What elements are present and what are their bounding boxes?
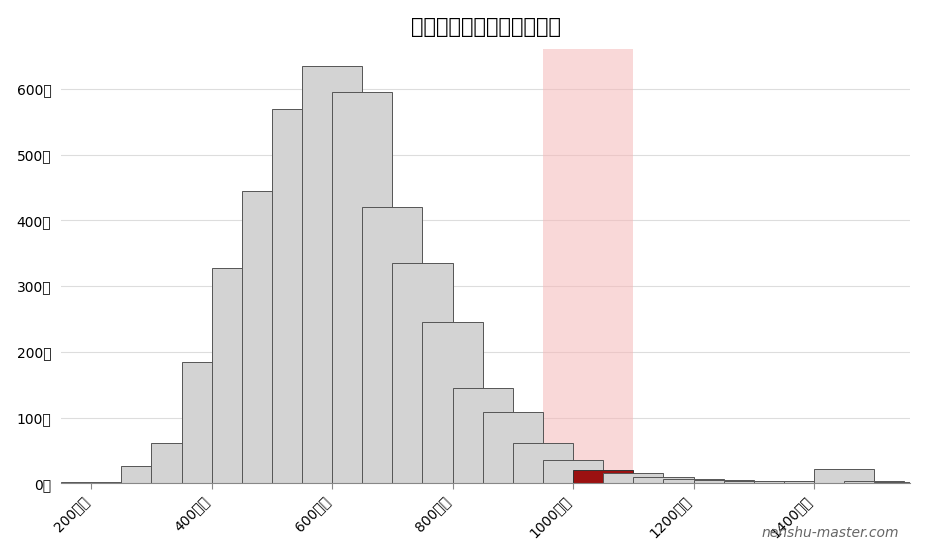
Bar — [543, 460, 603, 483]
Bar — [332, 92, 392, 483]
Bar — [423, 323, 483, 483]
Bar — [543, 50, 633, 483]
Bar — [724, 481, 784, 483]
Bar — [633, 477, 693, 483]
Bar — [392, 263, 452, 483]
Bar — [302, 66, 362, 483]
Bar — [272, 109, 332, 483]
Bar — [211, 268, 272, 483]
Bar — [151, 443, 211, 483]
Bar — [182, 361, 242, 483]
Bar — [693, 480, 754, 483]
Bar — [61, 482, 121, 483]
Bar — [573, 470, 633, 483]
Bar — [452, 388, 513, 483]
Bar — [362, 207, 423, 483]
Bar — [121, 466, 182, 483]
Bar — [242, 190, 302, 483]
Bar — [513, 443, 573, 483]
Bar — [664, 478, 724, 483]
Bar — [814, 469, 874, 483]
Bar — [844, 481, 905, 483]
Bar — [483, 412, 543, 483]
Bar — [754, 481, 814, 483]
Bar — [603, 473, 664, 483]
Title: 長瀮産業の年収ポジション: 長瀮産業の年収ポジション — [411, 17, 561, 37]
Bar — [784, 481, 844, 483]
Bar — [874, 482, 927, 483]
Text: nenshu-master.com: nenshu-master.com — [762, 526, 899, 540]
